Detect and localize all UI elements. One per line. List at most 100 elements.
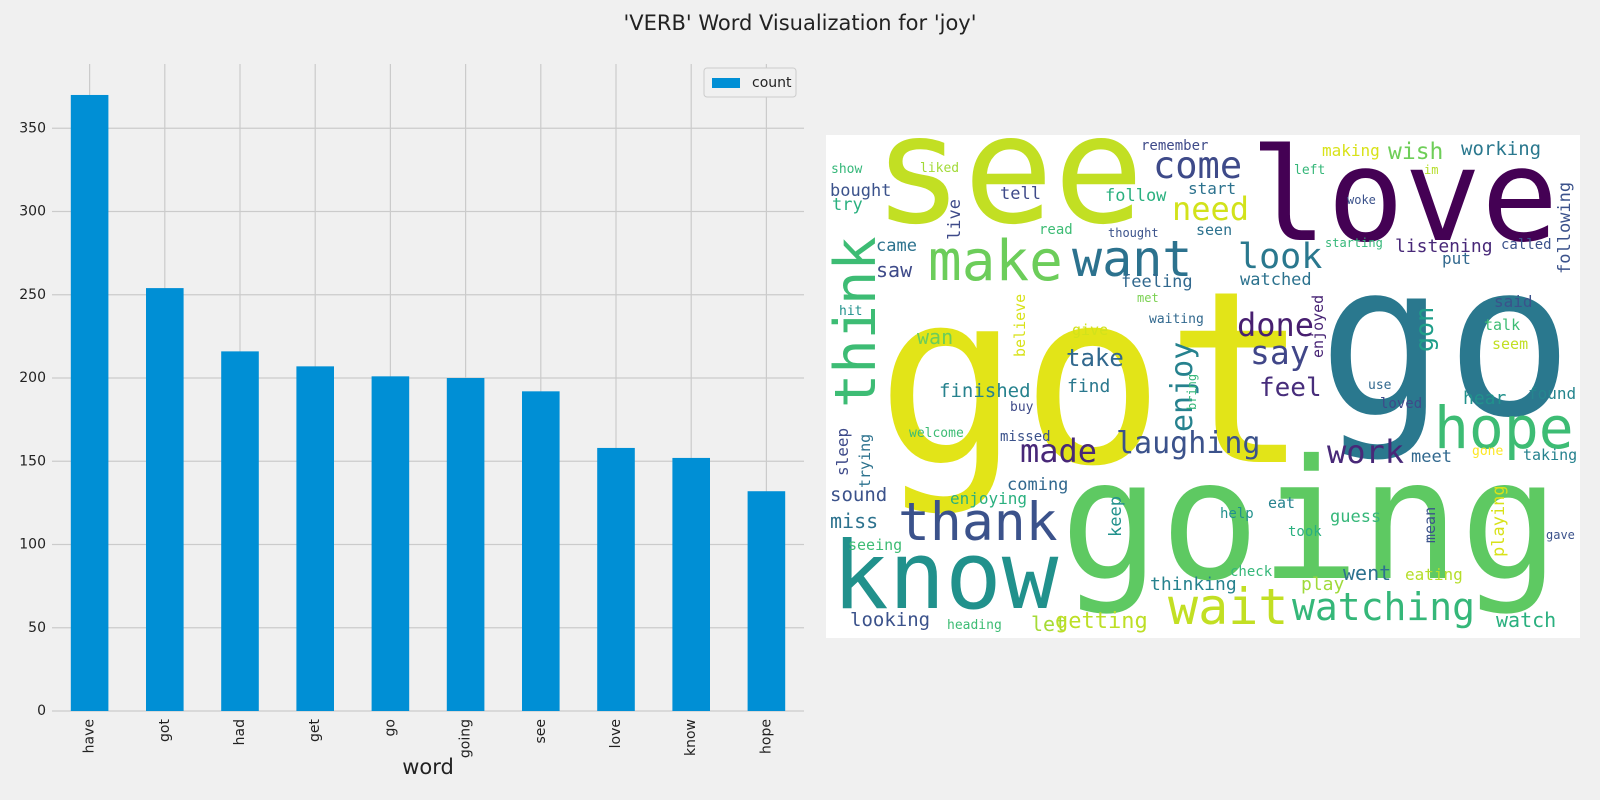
bar [70,94,109,712]
cloud-word: sound [830,484,887,506]
cloud-word: know [832,522,1059,631]
cloud-word: making [1322,141,1380,160]
cloud-word: want [1072,230,1192,288]
cloud-word: welcome [909,426,964,441]
cloud-word: use [1368,378,1392,393]
cloud-word: buy [1010,400,1034,415]
cloud-word: called [1501,237,1552,253]
y-tick-label: 300 [19,204,46,220]
cloud-word: live [945,199,965,240]
bar [522,391,560,711]
cloud-word: heading [947,618,1002,633]
bar [597,447,635,711]
cloud-word: talk [1484,316,1520,334]
cloud-word: think [823,236,889,408]
cloud-word: tell [1000,184,1041,204]
bar [672,457,710,711]
cloud-word: hit [839,304,862,319]
cloud-word: enjoying [950,489,1027,508]
cloud-word: enjoy [1165,342,1200,432]
cloud-word: laughing [1116,426,1261,461]
x-tick-label: going [458,719,474,758]
y-tick-label: 250 [19,287,46,303]
cloud-word: got [876,239,1309,519]
cloud-word: gon [1410,307,1439,352]
cloud-word: hope [1434,394,1574,462]
cloud-word: follow [1105,186,1167,206]
cloud-word: need [1172,190,1249,228]
x-tick-label: see [533,719,549,744]
cloud-word: working [1461,138,1541,160]
cloud-word: enjoyed [1309,295,1327,358]
cloud-word: wait [1168,578,1288,636]
cloud-word: loved [1380,396,1422,412]
cloud-word: thinking [1150,574,1237,595]
cloud-word: went [1343,561,1391,585]
cloud-word: go [1318,217,1573,464]
cloud-word: say [1250,333,1310,372]
cloud-word: trying [856,434,874,488]
cloud-word: come [1153,144,1242,187]
cloud-word: gone [1472,444,1503,459]
cloud-word: feel [1259,373,1322,403]
cloud-word: left [1294,163,1325,178]
cloud-word: feeling [1121,272,1193,292]
cloud-background [826,135,1580,638]
cloud-word: getting [1055,609,1148,634]
cloud-word: take [1066,344,1124,372]
cloud-word: listening [1395,236,1493,257]
cloud-word: play [1301,574,1345,595]
cloud-word: going [1060,425,1560,618]
y-tick-label: 50 [28,620,46,636]
cloud-word: try [832,195,863,215]
y-tick-label: 200 [19,370,46,386]
y-tick-label: 150 [19,453,46,469]
cloud-word: starting [1325,236,1383,250]
cloud-word: said [1494,292,1533,311]
cloud-word: met [1137,291,1159,305]
cloud-word: give [1072,321,1108,339]
y-tick-label: 0 [37,703,46,719]
cloud-word: seen [1196,221,1232,239]
cloud-word: thought [1108,226,1159,240]
cloud-word: bought [830,181,891,201]
x-tick-label: go [382,719,398,736]
x-tick-label: have [82,719,98,753]
cloud-word: meet [1411,447,1452,467]
legend-box [703,67,797,98]
cloud-word: believe [1011,294,1029,357]
x-axis-label: word [402,755,454,779]
cloud-word: work [1327,433,1404,471]
legend-swatch [712,78,740,88]
cloud-word: taking [1523,446,1577,464]
cloud-word: help [1220,506,1254,522]
bar [446,378,485,711]
cloud-word: eating [1405,565,1463,584]
cloud-word: check [1230,564,1273,580]
bar [221,351,259,711]
cloud-word: find [1067,376,1110,397]
cloud-word: bring [1185,374,1199,410]
cloud-word: liked [920,161,959,176]
cloud-word: show [831,162,862,177]
cloud-word: put [1442,249,1471,268]
figure-title: 'VERB' Word Visualization for 'joy' [623,11,976,35]
bar [146,288,184,711]
cloud-word: hear [1463,388,1507,409]
cloud-word: wish [1388,139,1443,165]
cloud-word: love [1250,122,1558,271]
cloud-word: start [1188,179,1236,198]
cloud-word: wan [917,325,953,349]
cloud-word: look [1238,237,1322,277]
cloud-word: woke [1347,193,1376,207]
cloud-word: following [1555,182,1575,274]
cloud-word: playing [1489,485,1509,557]
x-tick-label: hope [758,719,774,754]
x-tick-label: had [232,719,248,745]
cloud-word: took [1288,524,1322,540]
cloud-word: finished [939,380,1031,402]
cloud-word: guess [1330,507,1381,527]
x-tick-label: know [683,719,699,756]
cloud-word: seem [1492,335,1528,353]
